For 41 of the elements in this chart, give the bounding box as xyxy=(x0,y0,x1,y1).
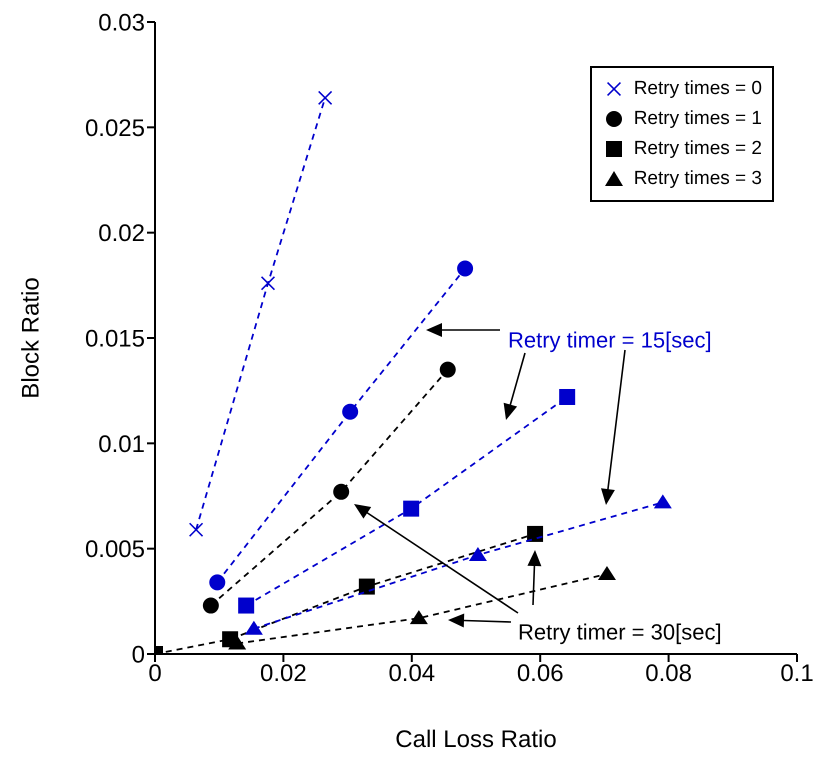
y-tick-label: 0.005 xyxy=(84,536,145,564)
point xyxy=(559,388,576,405)
x-tick-label: 0 xyxy=(148,660,162,688)
x-axis-title: Call Loss Ratio xyxy=(395,726,557,753)
point xyxy=(468,546,487,561)
point xyxy=(260,276,275,290)
y-tick-label: 0.03 xyxy=(98,10,145,37)
x-tick-label: 0.1 xyxy=(780,660,814,688)
point xyxy=(342,404,358,420)
y-tick-label: 0.025 xyxy=(84,114,145,142)
point xyxy=(457,260,474,276)
legend-label: Retry times = 2 xyxy=(634,138,762,160)
x-tick-label: 0.06 xyxy=(516,660,564,688)
y-tick-label: 0 xyxy=(132,642,145,669)
y-tick-label: 0.02 xyxy=(98,220,145,248)
point xyxy=(333,484,350,500)
point xyxy=(209,574,226,590)
legend-label: Retry times = 0 xyxy=(634,78,762,100)
point xyxy=(527,526,544,542)
point xyxy=(238,598,254,614)
x-tick-label: 0.02 xyxy=(260,660,307,688)
y-axis-title: Block Ratio xyxy=(18,277,45,399)
point xyxy=(358,578,375,595)
annotation: Retry timer = 15[sec] xyxy=(508,328,712,353)
point xyxy=(654,494,672,508)
x-tick-label: 0.04 xyxy=(388,660,436,688)
point xyxy=(318,90,332,105)
y-tick-label: 0.01 xyxy=(98,430,145,458)
annotation: Retry timer = 30[sec] xyxy=(518,620,722,645)
legend-label: Retry times = 3 xyxy=(634,168,762,190)
point xyxy=(440,362,456,378)
point xyxy=(410,610,428,624)
x-tick-label: 0.08 xyxy=(645,660,692,688)
legend-label: Retry times = 1 xyxy=(634,108,762,130)
y-tick-label: 0.015 xyxy=(84,326,145,353)
point xyxy=(202,598,219,614)
point xyxy=(598,566,616,580)
point xyxy=(228,635,246,650)
point xyxy=(403,500,420,517)
point xyxy=(189,522,204,537)
point xyxy=(244,620,263,635)
